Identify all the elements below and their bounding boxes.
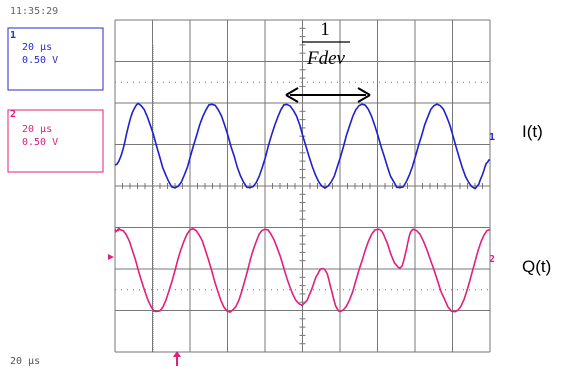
fraction-numerator: 1 [320, 19, 330, 40]
channel-label: 2 [10, 109, 16, 120]
channel-label: 1 [10, 30, 16, 41]
clock: 11:35:29 [10, 6, 58, 17]
channel-volts: 0.50 V [22, 55, 58, 66]
trace-name: Q(t) [522, 257, 551, 276]
fraction-denominator: Fdev [306, 48, 346, 69]
footer-timebase: 20 µs [10, 356, 40, 367]
trace-marker: 2 [489, 254, 495, 265]
trace-marker: 1 [489, 132, 495, 143]
channel-timebase: 20 µs [22, 42, 52, 53]
ground-marker [108, 254, 114, 260]
channel-timebase: 20 µs [22, 124, 52, 135]
channel-volts: 0.50 V [22, 137, 58, 148]
trace-name: I(t) [522, 122, 543, 141]
